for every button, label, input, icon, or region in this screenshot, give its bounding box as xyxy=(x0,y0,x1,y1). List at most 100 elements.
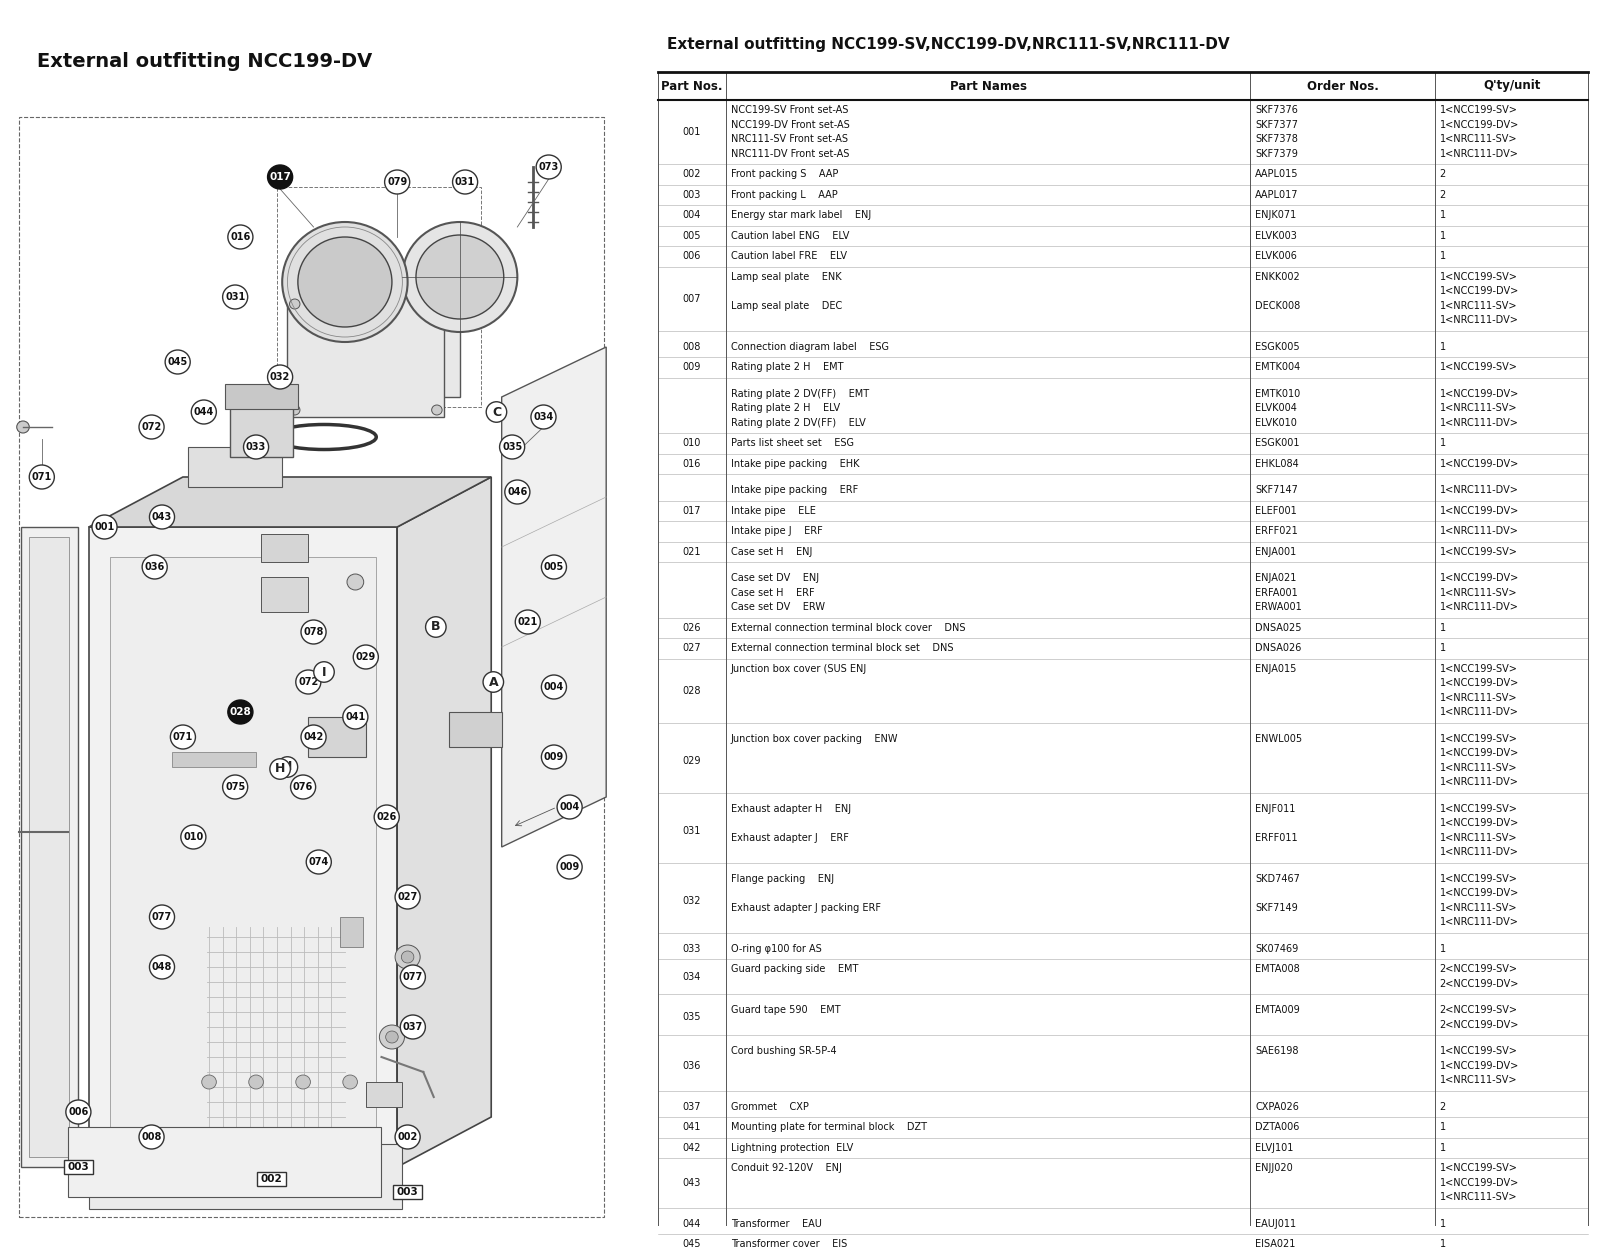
Text: 037: 037 xyxy=(403,1023,422,1033)
Polygon shape xyxy=(21,527,78,1167)
Text: 071: 071 xyxy=(32,473,51,483)
Text: AAPL017: AAPL017 xyxy=(1254,190,1299,200)
Text: 073: 073 xyxy=(539,162,558,172)
Circle shape xyxy=(66,1100,91,1124)
Text: 1<NCC199-SV>: 1<NCC199-SV> xyxy=(1440,105,1517,115)
Text: 2<NCC199-SV>: 2<NCC199-SV> xyxy=(1440,1005,1518,1015)
Text: Exhaust adapter J packing ERF: Exhaust adapter J packing ERF xyxy=(731,903,880,913)
Text: 1<NCC199-DV>: 1<NCC199-DV> xyxy=(1440,888,1518,898)
Text: Q'ty/unit: Q'ty/unit xyxy=(1483,80,1541,92)
Text: 071: 071 xyxy=(173,732,194,742)
Text: 044: 044 xyxy=(683,1218,701,1228)
Text: 1<NRC111-DV>: 1<NRC111-DV> xyxy=(1440,485,1518,495)
Text: Energy star mark label    ENJ: Energy star mark label ENJ xyxy=(731,211,870,221)
Text: ENJA001: ENJA001 xyxy=(1254,546,1296,556)
Text: 1: 1 xyxy=(1440,1122,1446,1132)
Bar xyxy=(29,537,69,1157)
Circle shape xyxy=(290,405,299,415)
Text: Lightning protection  ELV: Lightning protection ELV xyxy=(731,1142,853,1152)
Text: 031: 031 xyxy=(454,177,475,187)
Text: 1<NRC111-SV>: 1<NRC111-SV> xyxy=(1440,135,1517,145)
Text: 036: 036 xyxy=(683,1061,701,1071)
Circle shape xyxy=(402,222,517,332)
Text: Cord bushing SR-5P-4: Cord bushing SR-5P-4 xyxy=(731,1046,837,1056)
Bar xyxy=(339,917,363,946)
Text: 1<NRC111-SV>: 1<NRC111-SV> xyxy=(1440,587,1517,597)
Text: 021: 021 xyxy=(683,546,701,556)
Circle shape xyxy=(342,705,368,729)
Text: ENJK071: ENJK071 xyxy=(1254,211,1296,221)
Text: 010: 010 xyxy=(184,832,203,842)
Circle shape xyxy=(301,725,326,749)
Circle shape xyxy=(296,670,322,695)
Text: DECK008: DECK008 xyxy=(1254,301,1301,311)
Text: 1<NCC199-DV>: 1<NCC199-DV> xyxy=(1440,818,1518,828)
Text: Rating plate 2 DV(FF)    EMT: Rating plate 2 DV(FF) EMT xyxy=(731,389,869,399)
Bar xyxy=(173,752,256,767)
Circle shape xyxy=(395,1125,421,1148)
Text: External connection terminal block cover    DNS: External connection terminal block cover… xyxy=(731,622,965,632)
Text: External outfitting NCC199-DV: External outfitting NCC199-DV xyxy=(37,52,371,71)
Text: Intake pipe packing    EHK: Intake pipe packing EHK xyxy=(731,459,859,469)
Text: Rating plate 2 DV(FF)    ELV: Rating plate 2 DV(FF) ELV xyxy=(731,418,866,428)
Text: 1<NRC111-DV>: 1<NRC111-DV> xyxy=(1440,777,1518,787)
Text: Caution label FRE    ELV: Caution label FRE ELV xyxy=(731,251,846,262)
Polygon shape xyxy=(397,478,491,1167)
Text: 045: 045 xyxy=(168,357,187,367)
Circle shape xyxy=(296,1075,310,1089)
Text: 1: 1 xyxy=(1440,231,1446,241)
Text: 1<NRC111-SV>: 1<NRC111-SV> xyxy=(1440,403,1517,413)
Text: 1: 1 xyxy=(1440,1142,1446,1152)
Text: 006: 006 xyxy=(683,251,701,262)
Text: 034: 034 xyxy=(683,971,701,981)
Text: SK07469: SK07469 xyxy=(1254,944,1298,954)
Text: 1: 1 xyxy=(1440,944,1446,954)
Text: ELVJ101: ELVJ101 xyxy=(1254,1142,1293,1152)
Bar xyxy=(366,1082,402,1107)
Text: 026: 026 xyxy=(376,812,397,822)
Circle shape xyxy=(267,365,293,389)
Text: 048: 048 xyxy=(152,961,173,971)
Text: Case set H    ERF: Case set H ERF xyxy=(731,587,814,597)
Text: 033: 033 xyxy=(246,441,266,451)
Text: 1<NCC199-SV>: 1<NCC199-SV> xyxy=(1440,272,1517,282)
Text: 077: 077 xyxy=(152,912,173,922)
Circle shape xyxy=(453,170,478,195)
Circle shape xyxy=(290,299,299,309)
Bar xyxy=(258,1172,286,1186)
Text: 2<NCC199-DV>: 2<NCC199-DV> xyxy=(1440,1020,1518,1030)
Text: 072: 072 xyxy=(141,421,162,431)
Text: 021: 021 xyxy=(518,617,538,627)
Text: Exhaust adapter H    ENJ: Exhaust adapter H ENJ xyxy=(731,804,851,814)
Bar xyxy=(261,534,309,562)
Text: Exhaust adapter J    ERF: Exhaust adapter J ERF xyxy=(731,833,848,843)
Text: 1<NCC199-DV>: 1<NCC199-DV> xyxy=(1440,506,1518,516)
Text: Lamp seal plate    DEC: Lamp seal plate DEC xyxy=(731,301,842,311)
Circle shape xyxy=(16,421,29,433)
Text: 035: 035 xyxy=(502,441,522,451)
Text: 046: 046 xyxy=(507,488,528,498)
Text: ESGK005: ESGK005 xyxy=(1254,342,1299,352)
Circle shape xyxy=(291,774,315,799)
Bar xyxy=(189,446,282,488)
Circle shape xyxy=(432,405,442,415)
Text: 1<NCC199-DV>: 1<NCC199-DV> xyxy=(1440,389,1518,399)
Bar xyxy=(224,384,298,409)
Text: A: A xyxy=(488,676,498,688)
Circle shape xyxy=(149,905,174,929)
Text: Intake pipe    ELE: Intake pipe ELE xyxy=(731,506,816,516)
Circle shape xyxy=(402,951,414,963)
Text: 004: 004 xyxy=(544,682,565,692)
Text: 1<NRC111-DV>: 1<NRC111-DV> xyxy=(1440,602,1518,612)
Circle shape xyxy=(531,405,557,429)
Text: 077: 077 xyxy=(403,971,422,981)
Bar xyxy=(450,712,502,747)
Text: O-ring φ100 for AS: O-ring φ100 for AS xyxy=(731,944,821,954)
Circle shape xyxy=(354,645,378,668)
Bar xyxy=(293,267,459,397)
Text: NRC111-SV Front set-AS: NRC111-SV Front set-AS xyxy=(731,135,848,145)
Bar xyxy=(277,187,480,407)
Circle shape xyxy=(400,1015,426,1039)
Circle shape xyxy=(298,237,392,327)
Text: NRC111-DV Front set-AS: NRC111-DV Front set-AS xyxy=(731,148,850,158)
